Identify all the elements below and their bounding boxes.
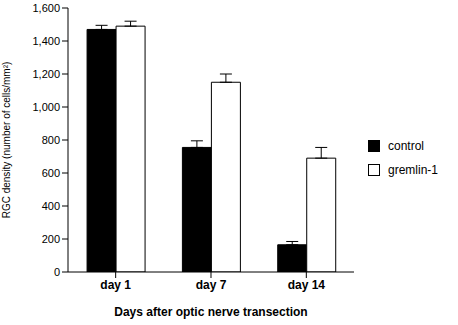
html-text:control: control (388, 138, 424, 153)
svg-text:1,000: 1,000 (32, 101, 60, 113)
svg-text:200: 200 (42, 233, 60, 245)
svg-text:800: 800 (42, 134, 60, 146)
svg-text:day 1: day 1 (100, 278, 131, 292)
svg-text:day 7: day 7 (196, 278, 227, 292)
svg-text:RGC density (number of cells/m: RGC density (number of cells/mm²) (8, 62, 12, 219)
svg-text:day 14: day 14 (288, 278, 326, 292)
svg-text:1,400: 1,400 (32, 35, 60, 47)
svg-text:1,600: 1,600 (32, 2, 60, 14)
svg-text:Days after optic nerve transec: Days after optic nerve transection (114, 305, 307, 319)
svg-text:400: 400 (42, 200, 60, 212)
svg-text:0: 0 (54, 266, 60, 278)
svg-text:1,200: 1,200 (32, 68, 60, 80)
html-text:gremlin-1: gremlin-1 (388, 162, 438, 177)
svg-text:600: 600 (42, 167, 60, 179)
